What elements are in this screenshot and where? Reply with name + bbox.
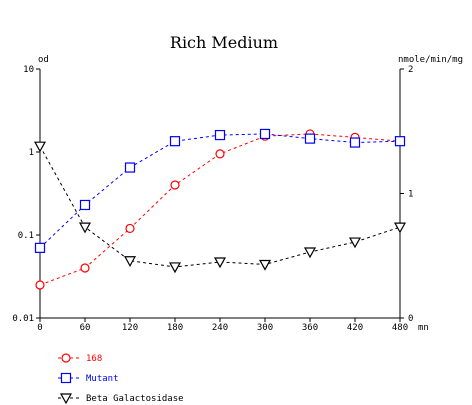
left-axis-label: od — [38, 55, 49, 65]
right-axis-label: nmole/min/mg — [398, 55, 463, 65]
data-point-1 — [259, 128, 271, 140]
legend-marker — [61, 353, 71, 363]
data-point-0 — [125, 223, 135, 234]
legend-label: Mutant — [86, 374, 119, 384]
legend-marker — [60, 372, 72, 384]
x-tick-label: 420 — [347, 323, 363, 333]
x-tick-label: 300 — [257, 323, 273, 333]
left-tick-label: 10 — [23, 65, 34, 75]
axis-ticks: 0 60 120 180 240 300 360 420 480 0.01 0.1 1 10 0 1 2 — [12, 65, 413, 333]
x-tick-label: 60 — [80, 323, 91, 333]
legend-marker — [59, 393, 73, 405]
data-point-1 — [169, 136, 181, 147]
legend-label: 168 — [86, 354, 102, 364]
data-point-0 — [35, 280, 45, 290]
data-point-2 — [123, 256, 137, 267]
x-tick-label: 120 — [122, 323, 138, 333]
legend: 168 Mutant Beta Galactosidase — [58, 353, 184, 405]
x-tick-label: 240 — [212, 323, 228, 333]
data-point-2 — [78, 222, 92, 234]
x-tick-label: 360 — [302, 323, 318, 333]
x-tick-label: 480 — [392, 323, 408, 333]
data-point-0 — [215, 149, 225, 159]
left-tick-label: 0.01 — [12, 314, 34, 324]
data-point-2 — [303, 247, 317, 259]
data-point-0 — [80, 263, 90, 273]
data-point-2 — [168, 262, 182, 274]
data-point-2 — [393, 222, 407, 234]
data-point-1 — [34, 242, 46, 253]
series-line-2 — [39, 145, 401, 268]
x-tick-label: 0 — [37, 323, 42, 333]
data-point-0 — [170, 180, 180, 190]
data-point-1 — [79, 199, 91, 211]
x-axis-label: mn — [418, 323, 429, 333]
chart-title: Rich Medium — [170, 33, 278, 52]
data-point-2 — [348, 237, 362, 249]
data-point-1 — [214, 129, 226, 141]
series-group — [33, 128, 407, 290]
data-point-2 — [33, 141, 47, 153]
right-tick-label: 2 — [408, 65, 413, 75]
legend-label: Beta Galactosidase — [86, 394, 184, 404]
x-tick-label: 180 — [167, 323, 183, 333]
data-point-2 — [258, 259, 272, 271]
data-point-1 — [304, 133, 316, 144]
data-point-2 — [213, 257, 227, 269]
right-tick-label: 1 — [408, 190, 413, 200]
series-line-0 — [39, 133, 401, 286]
data-point-1 — [124, 162, 136, 173]
right-tick-label: 0 — [408, 314, 413, 324]
data-point-1 — [394, 136, 406, 147]
left-tick-label: 1 — [29, 148, 34, 158]
left-tick-label: 0.1 — [18, 231, 34, 241]
data-point-1 — [349, 137, 361, 148]
